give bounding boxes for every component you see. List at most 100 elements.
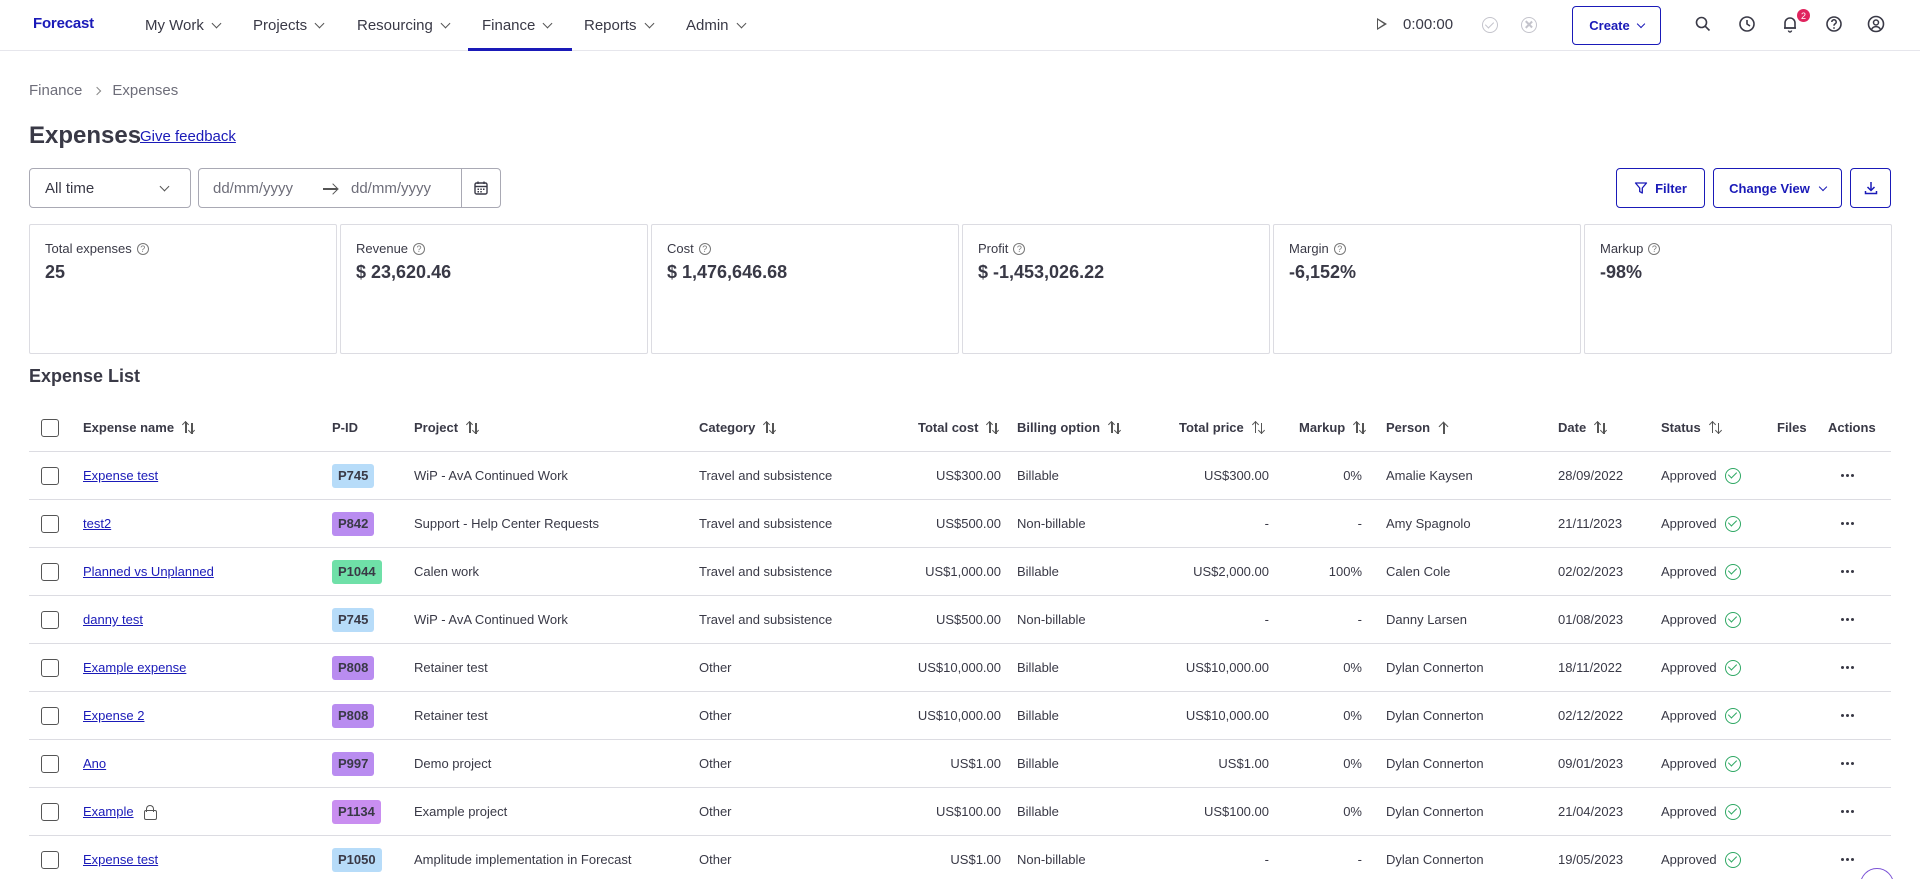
create-button[interactable]: Create [1572,6,1661,45]
row-checkbox[interactable] [41,466,59,485]
nav-resourcing[interactable]: Resourcing [357,0,451,51]
chevron-down-icon [542,18,553,29]
col-status[interactable]: Status [1661,404,1722,451]
expense-name-link[interactable]: test2 [83,516,112,531]
status-label: Approved [1661,708,1717,723]
row-checkbox[interactable] [41,850,59,869]
expense-name-link[interactable]: Planned vs Unplanned [83,564,214,579]
lock-icon [143,805,157,820]
project-id-badge[interactable]: P1050 [332,847,382,872]
date-from-input[interactable]: dd/mm/yyyy [213,179,294,197]
select-all-checkbox[interactable] [41,418,59,437]
row-actions-menu-icon[interactable] [1841,810,1854,813]
kpi-value: $ 23,620.46 [356,262,452,282]
status-label: Approved [1661,804,1717,819]
play-icon[interactable] [1377,18,1387,30]
notification-count-badge: 2 [1797,9,1810,22]
approved-check-icon [1724,515,1741,532]
expense-name-link[interactable]: danny test [83,612,143,627]
row-actions-menu-icon[interactable] [1841,618,1854,621]
help-icon[interactable]: ? [136,242,149,255]
calendar-button[interactable] [461,169,500,207]
project-id-badge[interactable]: P842 [332,511,375,536]
project-id-badge[interactable]: P808 [332,655,375,680]
col-category[interactable]: Category [699,404,777,451]
help-icon[interactable]: ? [1013,242,1026,255]
row-checkbox[interactable] [41,514,59,533]
project-id-badge[interactable]: P745 [332,463,375,488]
row-actions-menu-icon[interactable] [1841,570,1854,573]
kpi-cost: Cost? $ 1,476,646.68 [651,224,959,354]
expense-name-link[interactable]: Expense test [83,468,159,483]
col-billing-option[interactable]: Billing option [1017,404,1122,451]
nav-projects[interactable]: Projects [253,0,325,51]
table-body: Expense test P745 WiP - AvA Continued Wo… [29,452,1891,879]
col-person[interactable]: Person [1386,404,1449,451]
row-checkbox[interactable] [41,706,59,725]
col-label: Total cost [918,420,979,435]
project-id-badge[interactable]: P808 [332,703,375,728]
user-profile-icon[interactable] [1866,14,1886,34]
kpi-value: 25 [45,262,66,282]
row-actions-menu-icon[interactable] [1841,522,1854,525]
notifications-bell-icon[interactable] [1780,14,1800,34]
category: Travel and subsistence [699,612,833,627]
period-select[interactable]: All time [29,168,191,208]
col-project[interactable]: Project [414,404,480,451]
filter-button[interactable]: Filter [1616,168,1705,208]
col-total-price[interactable]: Total price [1179,404,1265,451]
forecast-logo[interactable]: Forecast [33,15,94,32]
help-icon[interactable]: ? [698,242,711,255]
expense-name-link[interactable]: Ano [83,756,107,771]
timer-cancel-icon[interactable] [1521,17,1537,33]
row-checkbox[interactable] [41,658,59,677]
row-actions-menu-icon[interactable] [1841,474,1854,477]
nav-label: Resourcing [357,17,433,34]
sort-icon [1594,420,1608,434]
change-view-button[interactable]: Change View [1713,168,1842,208]
download-icon [1864,182,1877,195]
row-actions-menu-icon[interactable] [1841,666,1854,669]
sort-icon [986,420,1000,434]
nav-reports[interactable]: Reports [584,0,654,51]
history-clock-icon[interactable] [1737,14,1757,34]
expense-name-link[interactable]: Example [83,804,134,819]
chevron-down-icon [440,18,451,29]
help-icon[interactable] [1824,14,1844,34]
expense-list-title: Expense List [29,366,141,386]
row-checkbox[interactable] [41,754,59,773]
col-markup[interactable]: Markup [1299,404,1367,451]
col-files: Files [1777,404,1807,451]
download-button[interactable] [1850,168,1891,208]
project-id-badge[interactable]: P1134 [332,799,381,824]
expense-name-link[interactable]: Example expense [83,660,187,675]
row-actions-menu-icon[interactable] [1841,714,1854,717]
nav-finance[interactable]: Finance [468,0,572,51]
date-to-input[interactable]: dd/mm/yyyy [351,179,432,197]
project-id-badge[interactable]: P1044 [332,559,382,584]
project-name: Demo project [414,756,492,771]
expense-name-link[interactable]: Expense test [83,852,159,867]
col-total-cost[interactable]: Total cost [918,404,1000,451]
col-date[interactable]: Date [1558,404,1608,451]
expense-name-link[interactable]: Expense 2 [83,708,145,723]
breadcrumb-finance[interactable]: Finance [29,82,83,99]
project-id-badge[interactable]: P745 [332,607,375,632]
row-checkbox[interactable] [41,802,59,821]
row-checkbox[interactable] [41,610,59,629]
give-feedback-link[interactable]: Give feedback [140,128,236,145]
row-checkbox[interactable] [41,562,59,581]
date: 02/02/2023 [1558,564,1624,579]
help-icon[interactable]: ? [1333,242,1346,255]
nav-admin[interactable]: Admin [686,0,746,51]
search-icon[interactable] [1693,14,1713,34]
timer-confirm-icon[interactable] [1482,17,1498,33]
row-actions-menu-icon[interactable] [1841,762,1854,765]
row-actions-menu-icon[interactable] [1841,858,1854,861]
col-expense-name[interactable]: Expense name [83,404,196,451]
person: Dylan Connerton [1386,852,1484,867]
help-icon[interactable]: ? [413,242,426,255]
nav-my-work[interactable]: My Work [145,0,222,51]
project-id-badge[interactable]: P997 [332,751,375,776]
help-icon[interactable]: ? [1648,242,1661,255]
